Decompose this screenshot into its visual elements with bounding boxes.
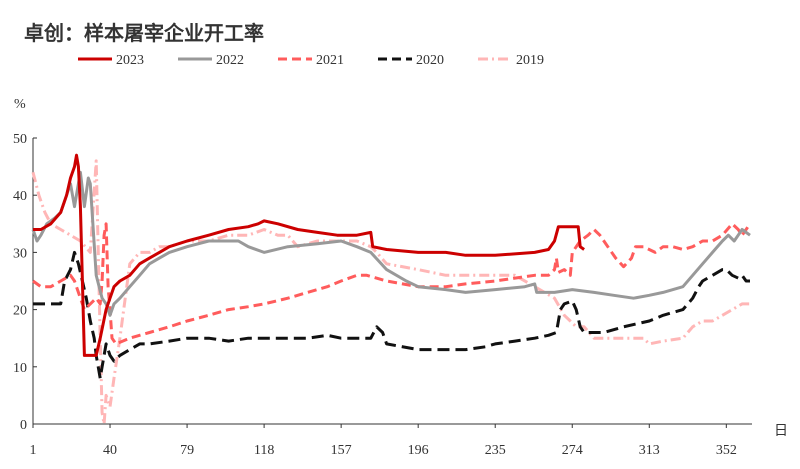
legend-label-2023: 2023 <box>116 53 144 68</box>
x-tick-label: 274 <box>562 443 583 458</box>
x-tick-label: 157 <box>331 443 352 458</box>
x-tick-label: 352 <box>716 443 737 458</box>
x-tick-label: 235 <box>485 443 506 458</box>
y-tick-label: 30 <box>13 246 27 261</box>
legend-label-2020: 2020 <box>416 53 444 68</box>
x-tick-label: 118 <box>254 443 274 458</box>
series-line-2023 <box>33 153 585 357</box>
x-axis-unit: 日 <box>774 424 788 439</box>
chart-title: 卓创：样本屠宰企业开工率 <box>24 21 264 45</box>
legend-label-2022: 2022 <box>216 53 244 68</box>
x-tick-label: 79 <box>180 443 194 458</box>
x-tick-label: 40 <box>103 443 117 458</box>
y-axis-unit: % <box>14 97 26 112</box>
legend-label-2019: 2019 <box>516 53 544 68</box>
series-line-2019 <box>31 159 750 426</box>
series-line-2022 <box>31 170 751 317</box>
plot-area <box>31 153 752 426</box>
y-tick-label: 0 <box>20 418 27 433</box>
legend: 2023 2022 2021 2020 2019 <box>78 53 544 68</box>
y-tick-label: 10 <box>13 361 27 376</box>
series-line-2021 <box>32 222 752 346</box>
y-tick-label: 20 <box>13 304 27 319</box>
y-tick-label: 50 <box>13 132 27 147</box>
legend-label-2021: 2021 <box>316 53 344 68</box>
x-tick-label: 196 <box>408 443 429 458</box>
x-tick-label: 313 <box>639 443 660 458</box>
x-tick-label: 1 <box>30 443 37 458</box>
y-tick-label: 40 <box>13 189 27 204</box>
